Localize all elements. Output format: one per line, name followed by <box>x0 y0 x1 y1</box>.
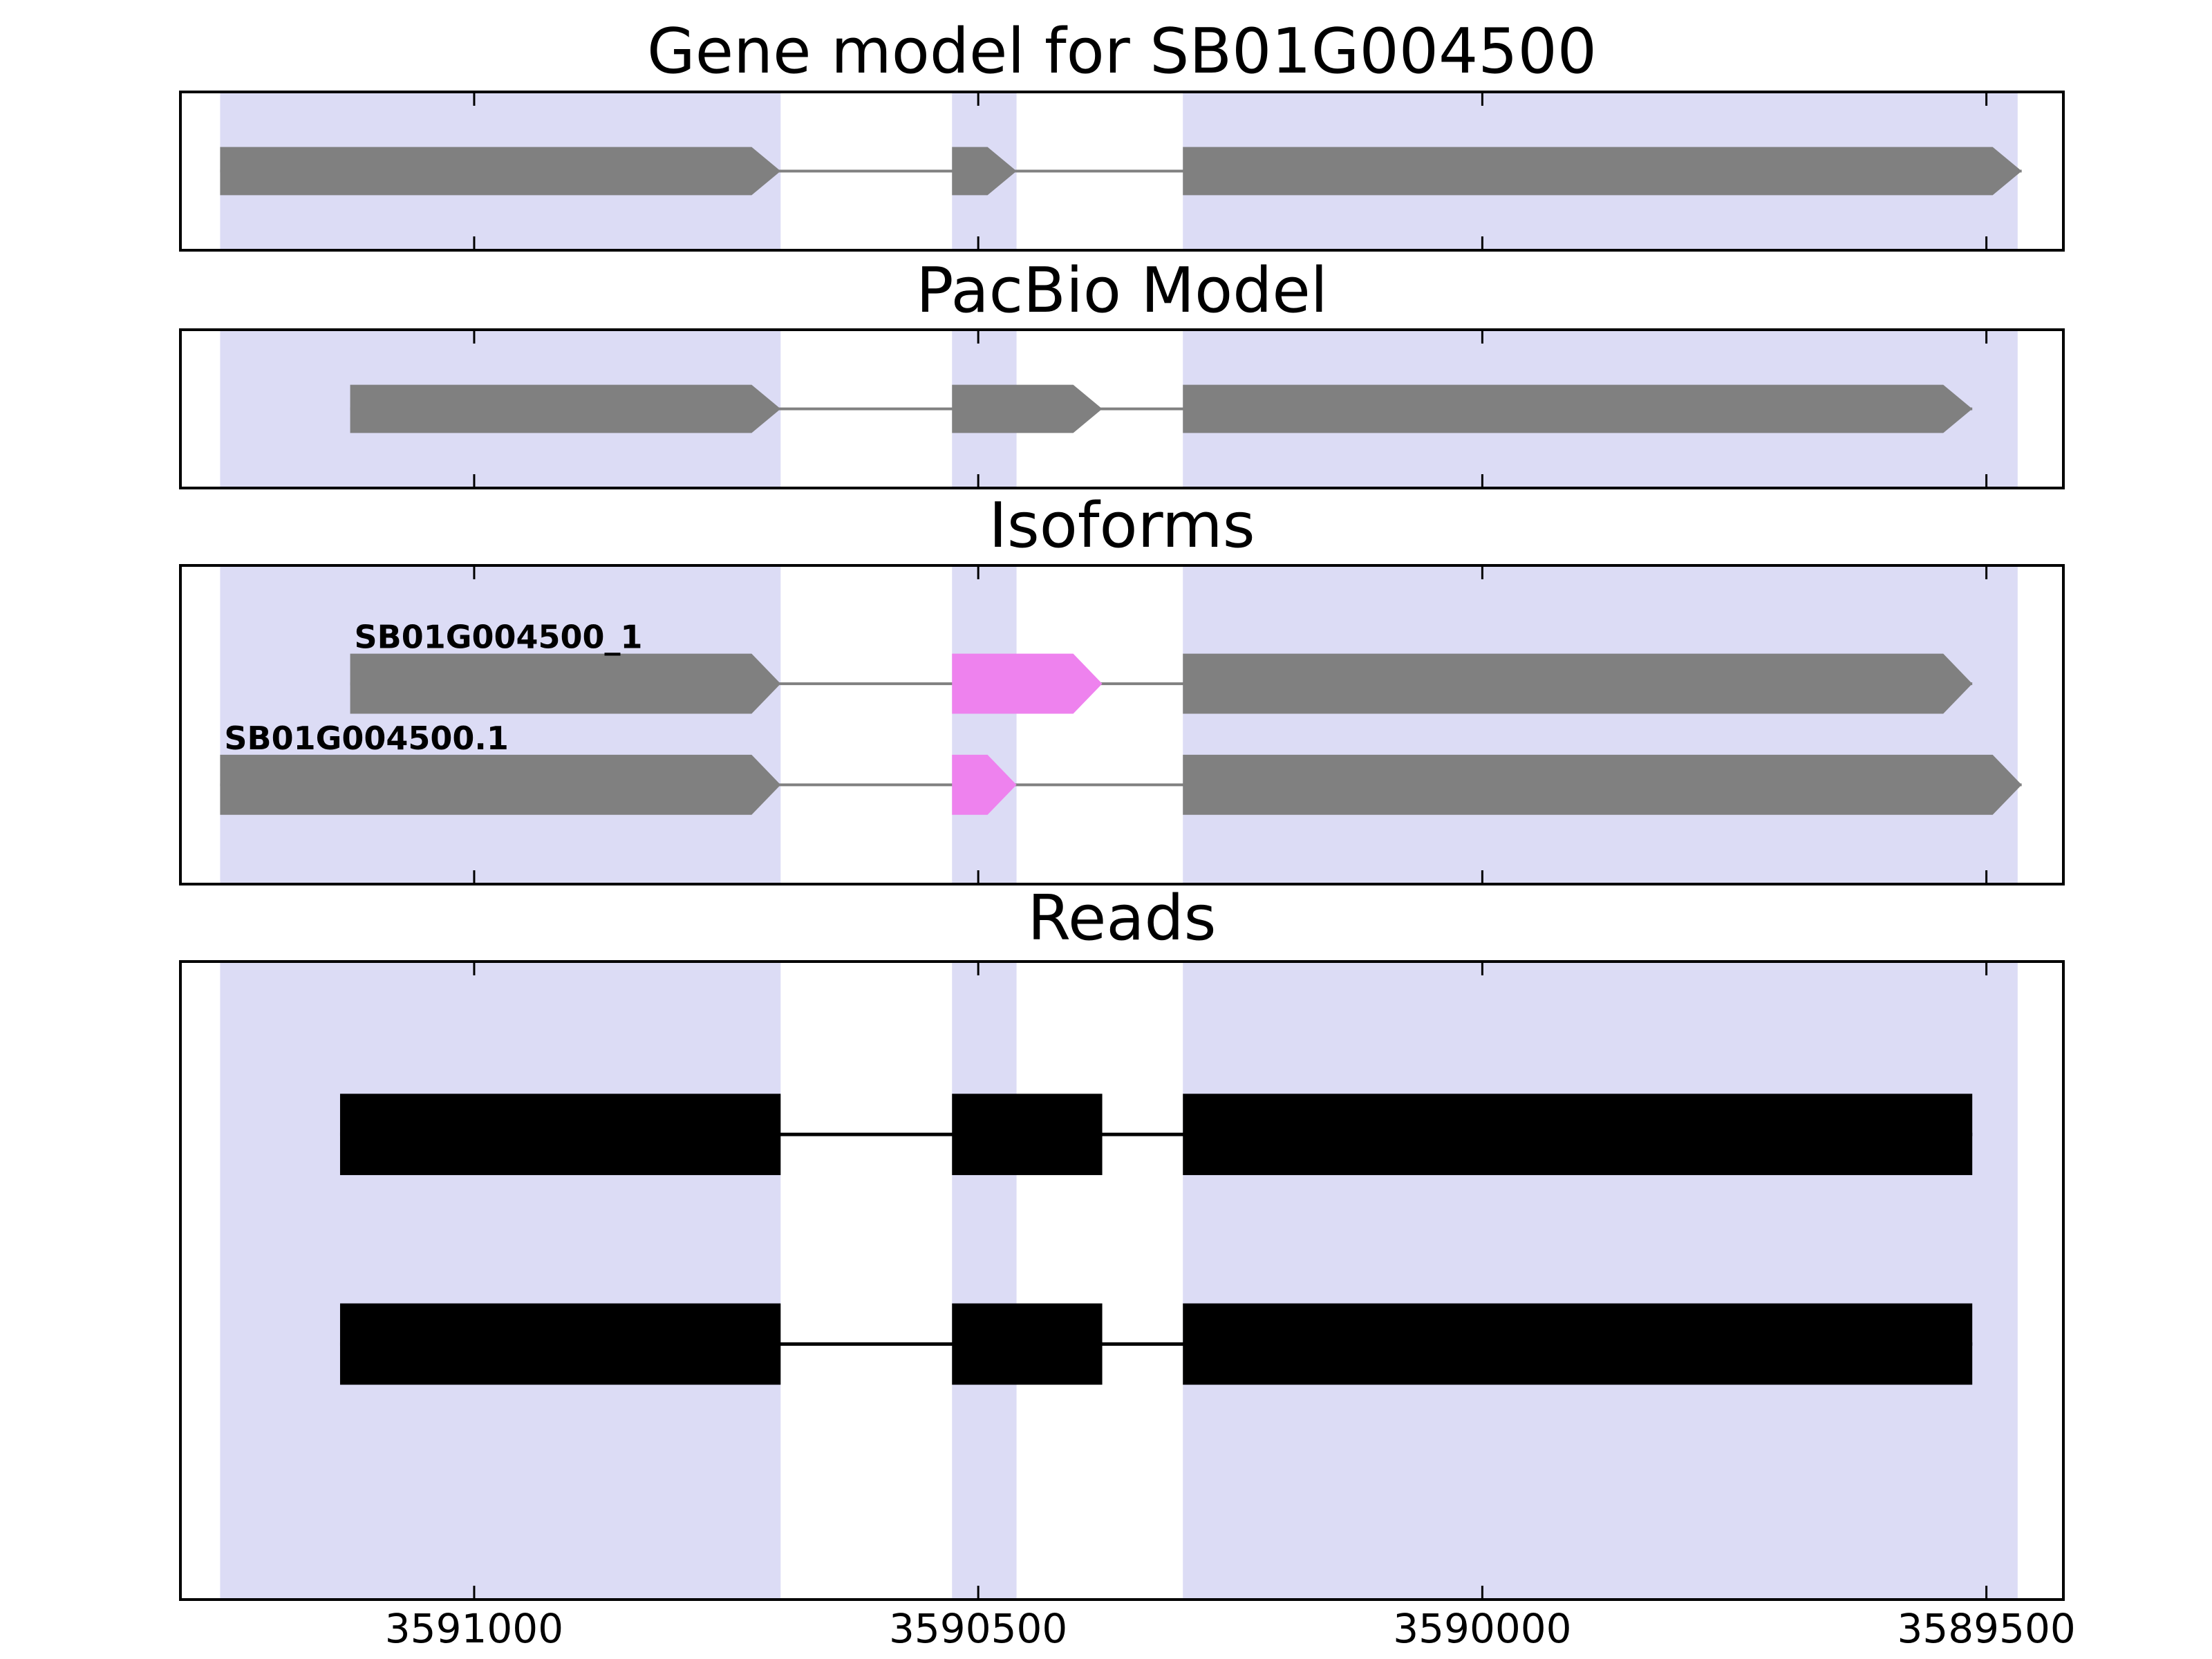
exon-arrow <box>1183 147 2022 196</box>
panel-canvas <box>220 93 2022 249</box>
panel-canvas <box>220 331 2018 487</box>
isoforms-title: Isoforms <box>988 489 1255 562</box>
read-block <box>1183 1094 1973 1175</box>
isoform-label: SB01G004500_1 <box>355 619 643 656</box>
isoform-label: SB01G004500.1 <box>224 720 508 757</box>
read-block <box>1183 1303 1973 1385</box>
read-block <box>339 1303 781 1385</box>
exon-arrow <box>1183 754 2022 815</box>
exon-arrow <box>1183 653 1973 714</box>
exon-arrow <box>350 653 781 714</box>
exon-arrow <box>952 147 1017 196</box>
shaded-exon-region <box>220 567 781 883</box>
shaded-exon-region <box>220 963 781 1598</box>
panel-canvas <box>220 963 2018 1598</box>
read-block <box>952 1303 1103 1385</box>
read-block <box>952 1094 1103 1175</box>
pacbio-model-panel <box>179 328 2065 489</box>
shaded-exon-region <box>1183 963 2018 1598</box>
x-tick-label: 3590500 <box>889 1605 1068 1652</box>
reads-title: Reads <box>1027 882 1217 955</box>
isoforms-panel: SB01G004500_1 SB01G004500.1 <box>179 564 2065 885</box>
gene-model-title: Gene model for SB01G004500 <box>646 15 1597 88</box>
read-block <box>339 1094 781 1175</box>
exon-arrow <box>952 754 1017 815</box>
shaded-exon-region <box>952 963 1017 1598</box>
panel-canvas: SB01G004500_1 SB01G004500.1 <box>220 567 2022 883</box>
exon-arrow <box>220 754 781 815</box>
exon-arrow <box>220 147 781 196</box>
exon-arrow <box>952 653 1103 714</box>
shaded-exon-region <box>1183 567 2018 883</box>
x-tick-label: 3589500 <box>1897 1605 2076 1652</box>
exon-arrow <box>952 384 1103 433</box>
x-axis-tick-labels: 3591000 3590500 3590000 3589500 <box>179 1605 2076 1659</box>
exon-arrow <box>350 384 781 433</box>
gene-model-panel <box>179 91 2065 252</box>
pacbio-model-title: PacBio Model <box>916 254 1328 327</box>
shaded-exon-region <box>952 567 1017 883</box>
reads-panel <box>179 960 2065 1601</box>
x-tick-label: 3591000 <box>384 1605 564 1652</box>
x-tick-label: 3590000 <box>1393 1605 1572 1652</box>
exon-arrow <box>1183 384 1973 433</box>
